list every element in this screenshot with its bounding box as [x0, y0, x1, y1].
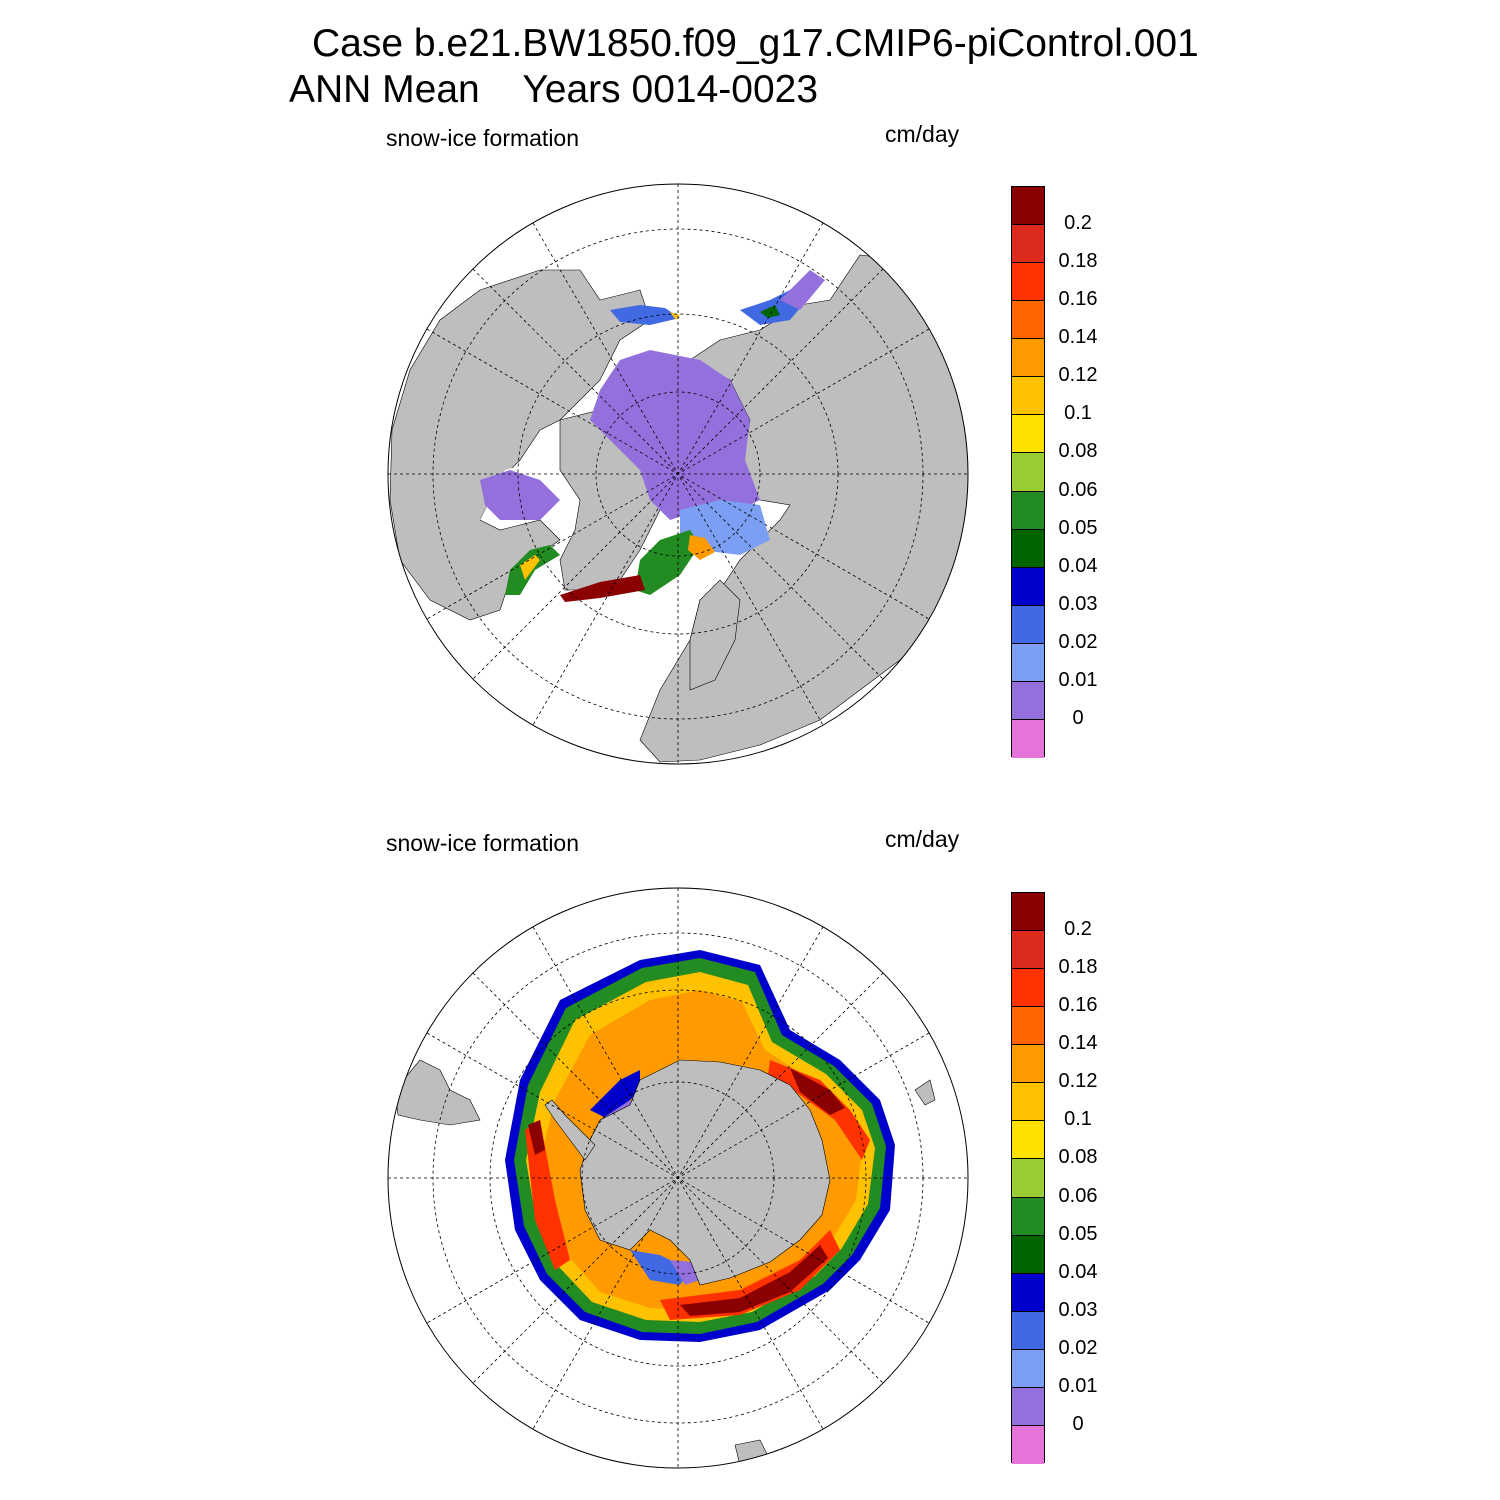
north-panel-label: snow-ice formation — [386, 125, 580, 151]
colorbar-tick-label: 0.01 — [1058, 668, 1098, 691]
colorbar-swatch — [1012, 605, 1044, 644]
colorbar-tick-label: 0.14 — [1058, 1032, 1098, 1055]
colorbar-swatch — [1012, 187, 1044, 226]
colorbar-swatch — [1012, 301, 1044, 340]
colorbar-tick-label: 0.05 — [1058, 516, 1098, 539]
colorbar-swatch — [1012, 1159, 1044, 1198]
colorbar-swatch — [1012, 415, 1044, 454]
colorbar-swatch — [1012, 893, 1044, 932]
colorbar-tick-label: 0.2 — [1064, 212, 1092, 235]
colorbar-swatch — [1012, 1349, 1044, 1388]
colorbar-swatch — [1012, 719, 1044, 758]
colorbar-swatch — [1012, 931, 1044, 970]
north-arctic-ice — [590, 350, 760, 520]
colorbar-tick-label: 0.01 — [1058, 1374, 1098, 1397]
plot-title-line2: ANN Mean Years 0014-0023 — [289, 68, 819, 111]
colorbar-swatch — [1012, 377, 1044, 416]
colorbar-swatch — [1012, 225, 1044, 264]
colorbar-tick-label: 0.02 — [1058, 630, 1098, 653]
colorbar-swatch — [1012, 969, 1044, 1008]
colorbar-tick-label: 0.08 — [1058, 440, 1098, 463]
colorbar-tick-label: 0.1 — [1064, 402, 1092, 425]
colorbar-tick-label: 0.18 — [1058, 956, 1098, 979]
colorbar-tick-label: 0 — [1072, 1412, 1084, 1435]
colorbar-tick-label: 0.14 — [1058, 326, 1098, 349]
south-land-south-america — [394, 1059, 481, 1126]
colorbar-tick-label: 0.06 — [1058, 1184, 1098, 1207]
colorbar-swatch — [1012, 1387, 1044, 1426]
colorbar-swatch — [1012, 681, 1044, 720]
colorbar-swatch — [1012, 339, 1044, 378]
south-colorbar — [1011, 892, 1045, 1464]
south-panel-units: cm/day — [885, 826, 960, 852]
colorbar-swatch — [1012, 529, 1044, 568]
colorbar-tick-label: 0.16 — [1058, 994, 1098, 1017]
south-ross-sea-max — [660, 1230, 840, 1320]
colorbar-tick-label: 0.03 — [1058, 592, 1098, 615]
colorbar-tick-label: 0.02 — [1058, 1336, 1098, 1359]
colorbar-tick-label: 0.12 — [1058, 364, 1098, 387]
colorbar-swatch — [1012, 643, 1044, 682]
south-polar-map — [388, 888, 968, 1468]
north-land-scandinavia — [689, 579, 741, 691]
colorbar-tick-label: 0.1 — [1064, 1108, 1092, 1131]
colorbar-tick-label: 0.16 — [1058, 288, 1098, 311]
colorbar-swatch — [1012, 263, 1044, 302]
colorbar-tick-label: 0.12 — [1058, 1070, 1098, 1093]
north-land-north-america — [389, 269, 651, 621]
south-panel-label: snow-ice formation — [386, 830, 580, 856]
colorbar-tick-label: 0.04 — [1058, 1260, 1098, 1283]
colorbar-swatch — [1012, 1235, 1044, 1274]
colorbar-tick-label: 0.03 — [1058, 1298, 1098, 1321]
colorbar-swatch — [1012, 567, 1044, 606]
colorbar-swatch — [1012, 453, 1044, 492]
north-colorbar — [1011, 186, 1045, 758]
colorbar-swatch — [1012, 1007, 1044, 1046]
plot-title-line1: Case b.e21.BW1850.f09_g17.CMIP6-piContro… — [312, 22, 1199, 65]
north-polar-map — [388, 184, 968, 764]
colorbar-tick-label: 0.08 — [1058, 1146, 1098, 1169]
colorbar-swatch — [1012, 491, 1044, 530]
colorbar-tick-label: 0.06 — [1058, 478, 1098, 501]
colorbar-tick-label: 0.18 — [1058, 250, 1098, 273]
north-graticule — [388, 184, 968, 764]
colorbar-swatch — [1012, 1273, 1044, 1312]
colorbar-swatch — [1012, 1425, 1044, 1464]
colorbar-swatch — [1012, 1121, 1044, 1160]
north-panel-units: cm/day — [885, 121, 960, 147]
colorbar-swatch — [1012, 1083, 1044, 1122]
colorbar-tick-label: 0.04 — [1058, 554, 1098, 577]
south-graticule — [388, 888, 968, 1468]
colorbar-tick-label: 0.05 — [1058, 1222, 1098, 1245]
colorbar-swatch — [1012, 1197, 1044, 1236]
colorbar-tick-label: 0.2 — [1064, 918, 1092, 941]
colorbar-swatch — [1012, 1311, 1044, 1350]
colorbar-tick-label: 0 — [1072, 706, 1084, 729]
colorbar-swatch — [1012, 1045, 1044, 1084]
north-labrador-sea-max — [560, 575, 645, 602]
